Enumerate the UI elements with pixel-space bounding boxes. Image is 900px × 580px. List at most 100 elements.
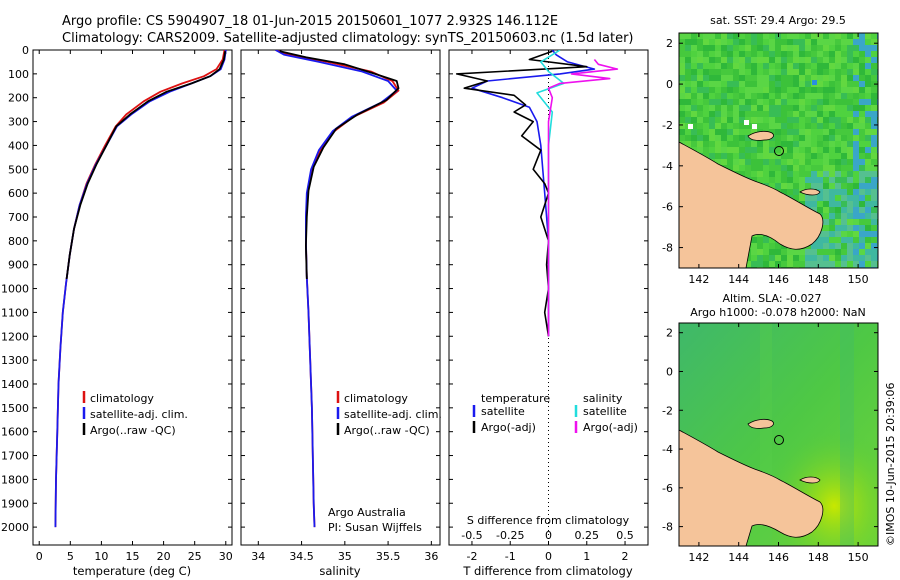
lon-tick-label: 142 bbox=[688, 551, 709, 564]
lon-tick-label: 148 bbox=[808, 551, 829, 564]
depth-tick-label: 600 bbox=[8, 187, 29, 200]
legend-argo: Argo(..raw -QC) bbox=[90, 424, 176, 437]
x-tick-label: 2 bbox=[622, 550, 629, 563]
depth-tick-label: 1700 bbox=[1, 450, 29, 463]
salinity-legend: climatology satellite-adj. clim. Argo(..… bbox=[336, 391, 442, 437]
difference-legend: temperature salinity satellite satellite… bbox=[472, 392, 638, 434]
legend-t-argo: Argo(-adj) bbox=[481, 421, 536, 434]
x-tick-label: 10 bbox=[94, 550, 108, 563]
temperature-panel: 0100200300400500600700800900100011001200… bbox=[1, 44, 233, 578]
temperature-xlabel: temperature (deg C) bbox=[73, 564, 191, 578]
sst-lat-axis: 2 0 -2 -4 -6 -8 bbox=[662, 37, 878, 255]
salinity-panel: 34 34.5 35 35.5 36 salinity climatology sate… bbox=[240, 49, 442, 578]
x-tick-label: 25 bbox=[188, 550, 202, 563]
x-tick-label: 34.5 bbox=[289, 550, 314, 563]
depth-tick-label: 1900 bbox=[1, 497, 29, 510]
temperature-legend: climatology satellite-adj. clim. Argo(..… bbox=[82, 391, 188, 437]
lat-tick-label: 0 bbox=[666, 78, 673, 91]
lon-tick-label: 146 bbox=[768, 273, 789, 286]
s-diff-tick-label: 0.5 bbox=[616, 529, 634, 542]
sla-lon-axis: 142 144 146 148 150 bbox=[688, 323, 869, 564]
x-tick-label: 1 bbox=[583, 550, 590, 563]
depth-tick-label: 200 bbox=[8, 92, 29, 105]
sla-lat-axis: 2 0 -2 -4 -6 -8 bbox=[662, 327, 878, 534]
difference-panel: -2 -1 0 1 2 -0.5 -0.25 0 0.25 0.5 S difference fr… bbox=[448, 49, 649, 578]
depth-tick-label: 1000 bbox=[1, 283, 29, 296]
x-tick-label: 0 bbox=[36, 550, 43, 563]
depth-tick-label: 100 bbox=[8, 68, 29, 81]
x-tick-label: 0 bbox=[545, 550, 552, 563]
lat-tick-label: 2 bbox=[666, 327, 673, 340]
legend-salinity-heading: salinity bbox=[583, 392, 623, 405]
series-line-argo-raw-qc- bbox=[279, 50, 400, 280]
sst-lon-axis: 142 144 146 148 150 bbox=[688, 33, 869, 286]
series-line-satellite-adj-clim- bbox=[54, 50, 227, 528]
temperature-x-axis: 0 5 10 15 20 25 30 bbox=[36, 50, 233, 563]
depth-tick-label: 2000 bbox=[1, 521, 29, 534]
sla-argo-marker bbox=[774, 435, 784, 445]
lat-tick-label: -2 bbox=[662, 119, 673, 132]
lon-tick-label: 142 bbox=[688, 273, 709, 286]
lat-tick-label: -2 bbox=[662, 404, 673, 417]
lon-tick-label: 150 bbox=[848, 273, 869, 286]
depth-tick-label: 1100 bbox=[1, 306, 29, 319]
legend-temperature-heading: temperature bbox=[481, 392, 550, 405]
salinity-depth-ticks bbox=[241, 49, 440, 528]
sla-land-mass bbox=[679, 429, 824, 546]
temperature-plot-frame bbox=[32, 49, 233, 546]
difference-depth-ticks bbox=[449, 49, 648, 528]
sst-map-panel: sat. SST: 29.4 Argo: 29.5 2 0 -2 -4 -6 -8 142… bbox=[662, 14, 879, 286]
series-line-temperature-argo-adj- bbox=[455, 50, 588, 337]
depth-tick-label: 0 bbox=[22, 44, 29, 57]
pi-label: PI: Susan Wijffels bbox=[328, 521, 422, 534]
lat-tick-label: 0 bbox=[666, 365, 673, 378]
sla-map-title: Altim. SLA: -0.027 bbox=[722, 292, 821, 305]
x-tick-label: -2 bbox=[466, 550, 477, 563]
legend-argo-s: Argo(..raw -QC) bbox=[344, 424, 430, 437]
depth-tick-label: 300 bbox=[8, 116, 29, 129]
t-difference-label: T difference from climatology bbox=[462, 564, 633, 578]
s-diff-tick-label: -0.25 bbox=[496, 529, 524, 542]
series-line-argo-raw-qc- bbox=[65, 51, 227, 280]
sla-island-new-britain bbox=[747, 418, 774, 429]
series-line-climatology bbox=[54, 50, 226, 528]
lat-tick-label: 2 bbox=[666, 37, 673, 50]
salinity-series bbox=[275, 50, 400, 528]
s-diff-tick-label: 0 bbox=[545, 529, 552, 542]
lat-tick-label: -4 bbox=[662, 443, 673, 456]
legend-satellite-adj: satellite-adj. clim. bbox=[90, 408, 188, 421]
sst-island-small bbox=[799, 188, 821, 196]
legend-climatology: climatology bbox=[90, 392, 154, 405]
x-tick-label: 5 bbox=[67, 550, 74, 563]
series-line-temperature-satellite bbox=[471, 50, 596, 337]
depth-tick-label: 1300 bbox=[1, 354, 29, 367]
figure-title-line2: Climatology: CARS2009. Satellite-adjuste… bbox=[62, 31, 634, 46]
depth-tick-label: 400 bbox=[8, 139, 29, 152]
sst-argo-marker bbox=[774, 146, 784, 156]
s-diff-tick-label: -0.5 bbox=[461, 529, 482, 542]
lat-tick-label: -6 bbox=[662, 482, 673, 495]
depth-tick-label: 700 bbox=[8, 211, 29, 224]
series-line-salinity-satellite bbox=[536, 50, 565, 313]
x-tick-label: -1 bbox=[505, 550, 516, 563]
sla-map-subtitle: Argo h1000: -0.078 h2000: NaN bbox=[690, 306, 866, 319]
x-tick-label: 30 bbox=[219, 550, 233, 563]
depth-tick-label: 500 bbox=[8, 163, 29, 176]
x-tick-label: 36 bbox=[424, 550, 438, 563]
lon-tick-label: 148 bbox=[808, 273, 829, 286]
x-tick-label: 34 bbox=[251, 550, 265, 563]
figure-title-line1: Argo profile: CS 5904907_18 01-Jun-2015 … bbox=[62, 14, 558, 29]
sst-land-mass bbox=[679, 141, 824, 268]
lat-tick-label: -4 bbox=[662, 160, 673, 173]
depth-tick-label: 1500 bbox=[1, 402, 29, 415]
sst-island-new-britain bbox=[747, 130, 774, 141]
difference-series bbox=[455, 50, 619, 337]
lon-tick-label: 144 bbox=[728, 273, 749, 286]
lat-tick-label: -8 bbox=[662, 242, 673, 255]
depth-tick-label: 1200 bbox=[1, 330, 29, 343]
series-line-salinity-argo-adj- bbox=[547, 58, 619, 337]
lat-tick-label: -8 bbox=[662, 521, 673, 534]
sst-map-title: sat. SST: 29.4 Argo: 29.5 bbox=[710, 14, 846, 27]
legend-satellite-adj-s: satellite-adj. clim. bbox=[344, 408, 442, 421]
